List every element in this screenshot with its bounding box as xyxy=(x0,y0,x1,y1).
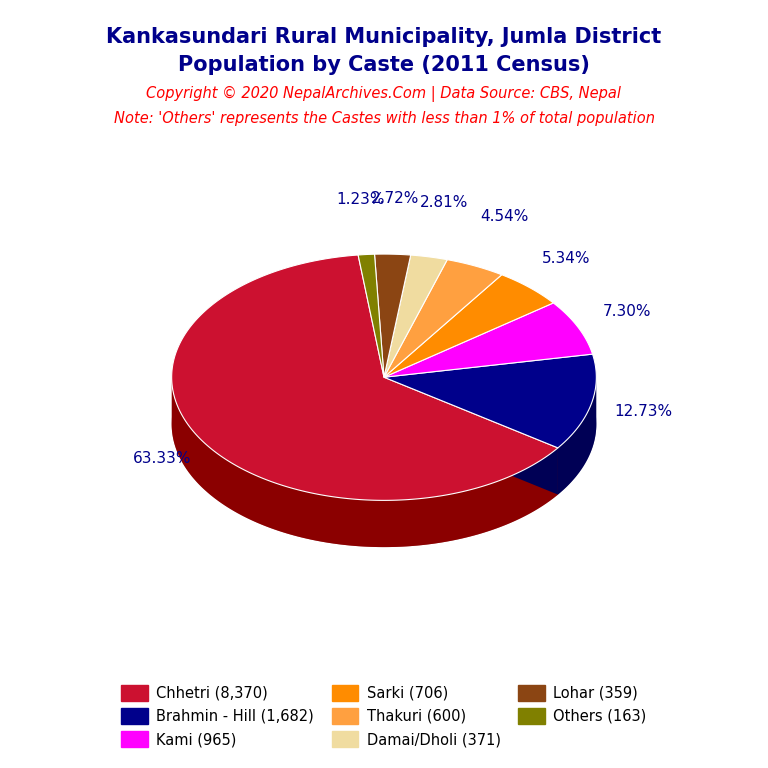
Polygon shape xyxy=(384,377,558,495)
Polygon shape xyxy=(375,301,411,424)
Text: Note: 'Others' represents the Castes with less than 1% of total population: Note: 'Others' represents the Castes wit… xyxy=(114,111,654,127)
Polygon shape xyxy=(358,254,384,377)
Text: 2.72%: 2.72% xyxy=(371,191,419,207)
Text: 63.33%: 63.33% xyxy=(133,451,191,466)
Text: 1.23%: 1.23% xyxy=(336,192,385,207)
Text: 12.73%: 12.73% xyxy=(614,404,673,419)
Polygon shape xyxy=(384,401,596,495)
Polygon shape xyxy=(384,306,502,424)
Polygon shape xyxy=(384,255,447,377)
Text: Copyright © 2020 NepalArchives.Com | Data Source: CBS, Nepal: Copyright © 2020 NepalArchives.Com | Dat… xyxy=(147,86,621,102)
Text: 4.54%: 4.54% xyxy=(481,209,529,223)
Polygon shape xyxy=(558,375,596,495)
Polygon shape xyxy=(172,302,558,547)
Polygon shape xyxy=(384,275,554,377)
Polygon shape xyxy=(172,375,558,547)
Polygon shape xyxy=(384,349,593,424)
Legend: Chhetri (8,370), Brahmin - Hill (1,682), Kami (965), Sarki (706), Thakuri (600),: Chhetri (8,370), Brahmin - Hill (1,682),… xyxy=(116,679,652,753)
Polygon shape xyxy=(358,301,384,424)
Text: 5.34%: 5.34% xyxy=(541,251,591,266)
Polygon shape xyxy=(375,254,411,377)
Text: Population by Caste (2011 Census): Population by Caste (2011 Census) xyxy=(178,55,590,75)
Polygon shape xyxy=(384,260,502,377)
Text: Kankasundari Rural Municipality, Jumla District: Kankasundari Rural Municipality, Jumla D… xyxy=(107,27,661,47)
Polygon shape xyxy=(384,303,593,377)
Polygon shape xyxy=(384,302,447,424)
Text: 7.30%: 7.30% xyxy=(602,303,650,319)
Polygon shape xyxy=(384,354,596,448)
Polygon shape xyxy=(172,255,558,501)
Polygon shape xyxy=(384,377,558,495)
Text: 2.81%: 2.81% xyxy=(419,195,468,210)
Polygon shape xyxy=(384,322,554,424)
